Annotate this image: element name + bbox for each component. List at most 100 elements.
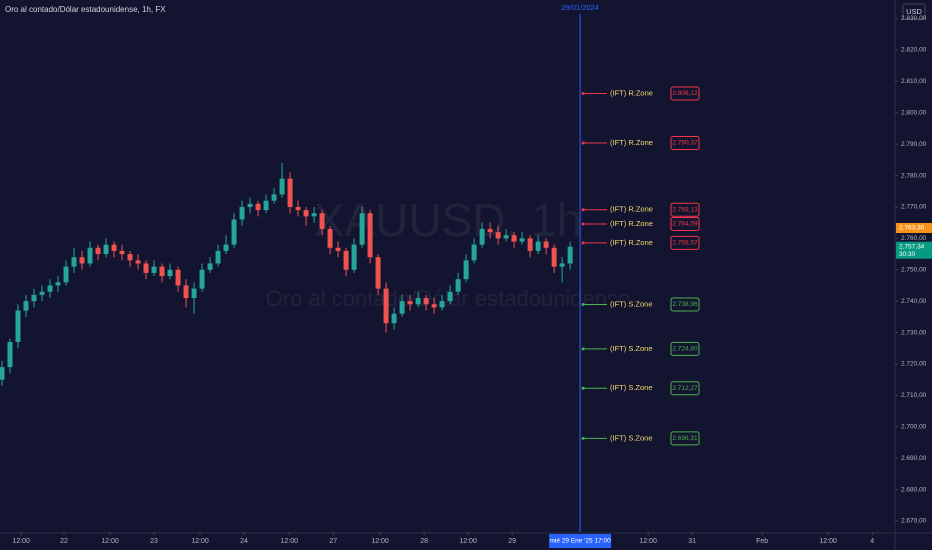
zone-dot bbox=[581, 222, 585, 226]
currency-label[interactable]: USD bbox=[906, 7, 922, 16]
y-tick-label: 2.690,00 bbox=[901, 455, 927, 462]
zone-value: 2.806,12 bbox=[672, 90, 698, 97]
cursor-date: 29/01/2024 bbox=[561, 3, 599, 12]
x-tick-label: 23 bbox=[150, 538, 158, 545]
candle-body bbox=[127, 254, 133, 261]
candle-body bbox=[431, 304, 437, 308]
zone-value: 2.769,13 bbox=[672, 206, 698, 213]
candle-body bbox=[343, 250, 349, 270]
candle-body bbox=[295, 206, 301, 211]
zone-label-bg bbox=[607, 236, 671, 249]
zone-value-box bbox=[670, 341, 700, 356]
candle-body bbox=[0, 367, 5, 380]
candle-body bbox=[359, 213, 365, 245]
price-label-box bbox=[896, 223, 932, 233]
y-tick-label: 2.710,00 bbox=[901, 392, 927, 399]
y-tick-label: 2.800,00 bbox=[901, 109, 927, 116]
zone-value-box bbox=[670, 202, 700, 217]
candle-body bbox=[119, 250, 125, 255]
zone-label: (IFT) S.Zone bbox=[610, 299, 653, 308]
candle-body bbox=[223, 244, 229, 251]
x-tick-label: 12:00 bbox=[101, 538, 119, 545]
candle-body bbox=[415, 298, 421, 305]
candle-body bbox=[23, 301, 29, 311]
zone-value: 2.738,96 bbox=[672, 301, 698, 308]
zone-label-bg bbox=[607, 342, 671, 355]
price-countdown: 30:30 bbox=[899, 251, 916, 258]
zone-dot bbox=[581, 241, 585, 245]
x-tick-label: 24 bbox=[240, 538, 248, 545]
y-tick-label: 2.820,00 bbox=[901, 47, 927, 54]
candle-body bbox=[215, 250, 221, 264]
y-tick-label: 2.830,00 bbox=[901, 15, 927, 22]
zone-dot bbox=[581, 92, 585, 96]
candle-body bbox=[567, 246, 573, 264]
cursor-time-label: mié 29 Ene '25 17:00 bbox=[550, 538, 612, 545]
candle-body bbox=[95, 247, 101, 255]
y-tick-label: 2.770,00 bbox=[901, 204, 927, 211]
candle-body bbox=[47, 285, 53, 292]
x-tick-label: 12:00 bbox=[280, 538, 298, 545]
zone-value: 2.712,27 bbox=[672, 385, 698, 392]
candle-body bbox=[527, 238, 533, 251]
zone-value-box bbox=[670, 86, 700, 101]
candle-body bbox=[167, 269, 173, 277]
candle-body bbox=[407, 301, 413, 305]
zone-label: (IFT) R.Zone bbox=[610, 219, 653, 228]
y-tick-label: 2.730,00 bbox=[901, 329, 927, 336]
candle-body bbox=[39, 291, 45, 295]
zone-dot bbox=[581, 302, 585, 306]
candle-body bbox=[199, 269, 205, 289]
candle-body bbox=[335, 247, 341, 251]
candle-body bbox=[111, 244, 117, 251]
x-tick-label: 12:00 bbox=[459, 538, 477, 545]
candle-body bbox=[543, 241, 549, 248]
candle-body bbox=[255, 203, 261, 211]
x-tick-label: 22 bbox=[60, 538, 68, 545]
x-tick-label: 31 bbox=[688, 538, 696, 545]
candle-body bbox=[143, 263, 149, 273]
zone-value-box bbox=[670, 235, 700, 250]
candle-body bbox=[239, 206, 245, 220]
candle-body bbox=[103, 244, 109, 255]
zone-value: 2.724,80 bbox=[672, 346, 698, 353]
zone-value: 2.696,31 bbox=[672, 435, 698, 442]
candle-body bbox=[399, 301, 405, 314]
candle-body bbox=[551, 247, 557, 267]
zone-dot bbox=[581, 141, 585, 145]
candle-body bbox=[183, 285, 189, 299]
zone-value: 2.790,37 bbox=[672, 140, 698, 147]
zone-value-box bbox=[670, 381, 700, 396]
y-tick-label: 2.670,00 bbox=[901, 518, 927, 525]
candle-body bbox=[503, 235, 509, 239]
candle-body bbox=[191, 288, 197, 299]
zone-label: (IFT) R.Zone bbox=[610, 89, 653, 98]
candle-body bbox=[471, 244, 477, 261]
candle-body bbox=[271, 194, 277, 201]
zone-label-bg bbox=[607, 136, 671, 149]
x-tick-label: 12:00 bbox=[639, 538, 657, 545]
candle-body bbox=[207, 263, 213, 270]
candle-body bbox=[159, 266, 165, 277]
candle-body bbox=[327, 228, 333, 248]
currency-button[interactable] bbox=[902, 3, 926, 20]
candle-body bbox=[263, 200, 269, 211]
candle-body bbox=[535, 241, 541, 251]
y-tick-label: 2.700,00 bbox=[901, 424, 927, 431]
zone-label: (IFT) R.Zone bbox=[610, 138, 653, 147]
price-label: 2.763,30 bbox=[899, 225, 925, 232]
zone-dot bbox=[581, 436, 585, 440]
x-tick-label: 28 bbox=[420, 538, 428, 545]
candle-body bbox=[79, 257, 85, 264]
y-tick-label: 2.780,00 bbox=[901, 172, 927, 179]
candle-body bbox=[303, 210, 309, 217]
candle-body bbox=[55, 282, 61, 286]
candle-body bbox=[495, 232, 501, 239]
zone-dot bbox=[581, 347, 585, 351]
zone-value-box bbox=[670, 297, 700, 312]
zone-label: (IFT) S.Zone bbox=[610, 433, 653, 442]
zone-value: 2.764,59 bbox=[672, 221, 698, 228]
candle-body bbox=[455, 279, 461, 292]
candle-body bbox=[439, 301, 445, 308]
